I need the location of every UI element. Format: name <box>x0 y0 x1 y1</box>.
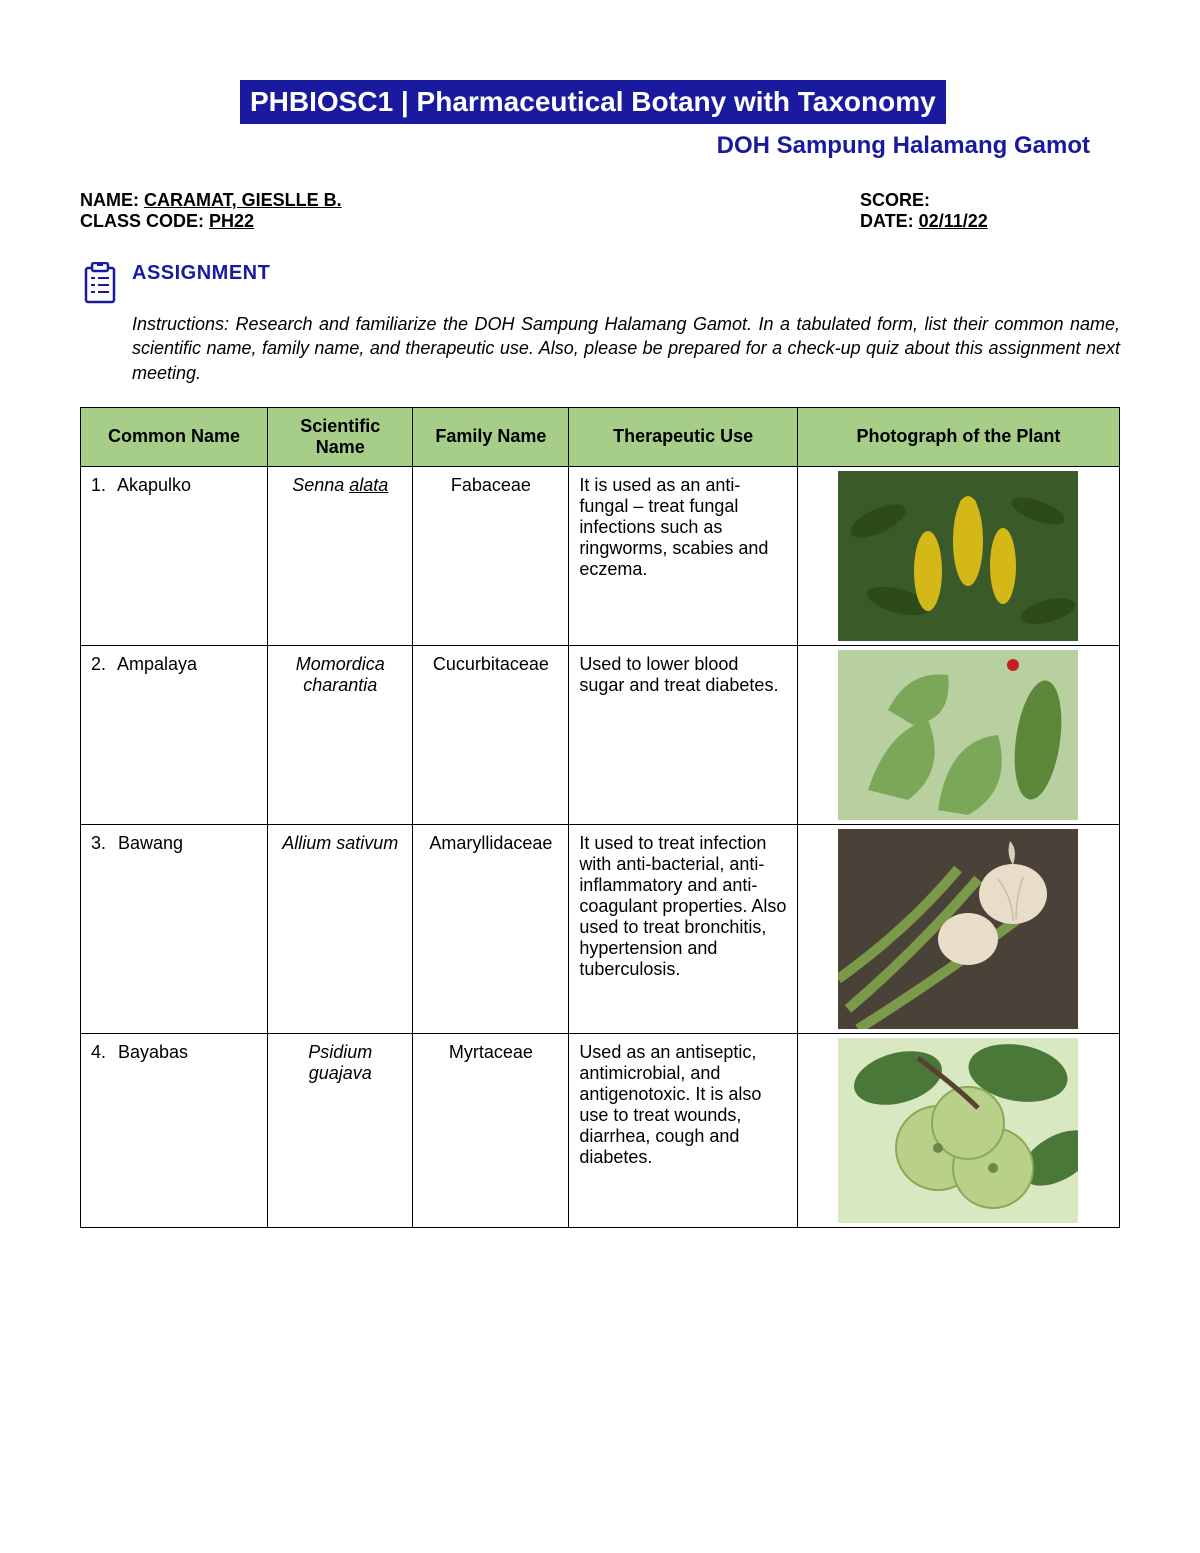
cell-photo <box>797 645 1119 824</box>
name-label: NAME: <box>80 190 144 210</box>
th-common: Common Name <box>81 407 268 466</box>
score-line: SCORE: <box>860 190 1120 211</box>
name-line: NAME: CARAMAT, GIESLLE B. <box>80 190 342 211</box>
cell-use: Used as an antiseptic, antimicrobial, an… <box>569 1033 798 1227</box>
info-right: SCORE: DATE: 02/11/22 <box>860 190 1120 232</box>
student-info: NAME: CARAMAT, GIESLLE B. CLASS CODE: PH… <box>80 190 1120 232</box>
cell-common: 4. Bayabas <box>81 1033 268 1227</box>
cell-family: Fabaceae <box>413 466 569 645</box>
class-line: CLASS CODE: PH22 <box>80 211 342 232</box>
plant-photo <box>838 1038 1078 1223</box>
name-value: CARAMAT, GIESLLE B. <box>144 190 342 210</box>
cell-common: 1. Akapulko <box>81 466 268 645</box>
th-photo: Photograph of the Plant <box>797 407 1119 466</box>
cell-photo <box>797 466 1119 645</box>
plant-photo <box>838 829 1078 1029</box>
th-use: Therapeutic Use <box>569 407 798 466</box>
cell-family: Myrtaceae <box>413 1033 569 1227</box>
clipboard-icon <box>80 262 120 306</box>
table-header-row: Common Name Scientific Name Family Name … <box>81 407 1120 466</box>
cell-photo <box>797 824 1119 1033</box>
class-value: PH22 <box>209 211 254 231</box>
table-row: 2. Ampalaya Momordica charantia Cucurbit… <box>81 645 1120 824</box>
cell-use: It is used as an anti-fungal – treat fun… <box>569 466 798 645</box>
th-family: Family Name <box>413 407 569 466</box>
cell-common: 2. Ampalaya <box>81 645 268 824</box>
cell-family: Amaryllidaceae <box>413 824 569 1033</box>
cell-scientific: Psidium guajava <box>268 1033 413 1227</box>
table-row: 4. Bayabas Psidium guajava Myrtaceae Use… <box>81 1033 1120 1227</box>
subtitle: DOH Sampung Halamang Gamot <box>80 132 1090 160</box>
cell-photo <box>797 1033 1119 1227</box>
plant-table: Common Name Scientific Name Family Name … <box>80 407 1120 1228</box>
assignment-title: ASSIGNMENT <box>132 262 270 285</box>
date-label: DATE: <box>860 211 919 231</box>
plant-photo <box>838 471 1078 641</box>
th-scientific: Scientific Name <box>268 407 413 466</box>
cell-use: It used to treat infection with anti-bac… <box>569 824 798 1033</box>
instructions: Instructions: Research and familiarize t… <box>132 312 1120 385</box>
cell-family: Cucurbitaceae <box>413 645 569 824</box>
plant-photo <box>838 650 1078 820</box>
cell-scientific: Momordica charantia <box>268 645 413 824</box>
table-row: 3. Bawang Allium sativum Amaryllidaceae … <box>81 824 1120 1033</box>
cell-common: 3. Bawang <box>81 824 268 1033</box>
date-line: DATE: 02/11/22 <box>860 211 1120 232</box>
date-value: 02/11/22 <box>919 211 988 231</box>
info-left: NAME: CARAMAT, GIESLLE B. CLASS CODE: PH… <box>80 190 342 232</box>
assignment-block: ASSIGNMENT <box>80 262 1120 306</box>
cell-scientific: Senna alata <box>268 466 413 645</box>
cell-use: Used to lower blood sugar and treat diab… <box>569 645 798 824</box>
cell-scientific: Allium sativum <box>268 824 413 1033</box>
class-label: CLASS CODE: <box>80 211 209 231</box>
table-row: 1. Akapulko Senna alata Fabaceae It is u… <box>81 466 1120 645</box>
header-banner: PHBIOSC1 | Pharmaceutical Botany with Ta… <box>240 80 946 124</box>
